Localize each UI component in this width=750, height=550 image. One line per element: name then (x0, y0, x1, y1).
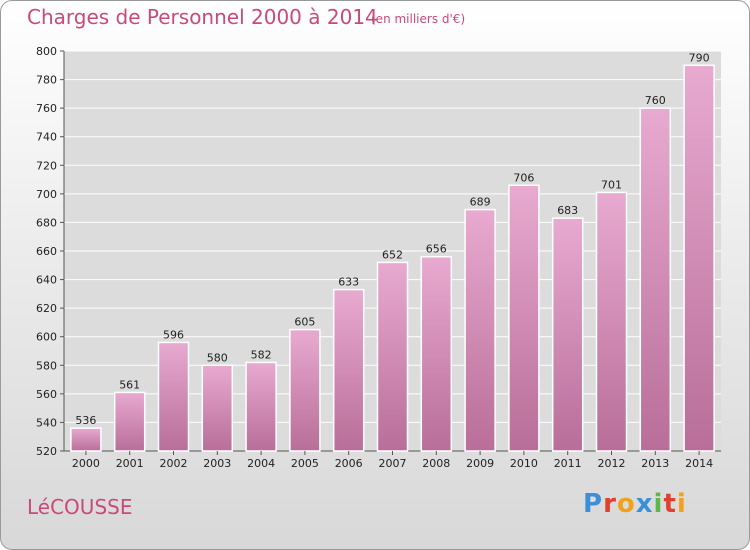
x-tick-label: 2003 (203, 457, 231, 470)
y-tick-label: 560 (36, 388, 57, 401)
bar-value-label: 656 (426, 243, 447, 256)
bar (332, 288, 365, 452)
y-tick-label: 660 (36, 245, 57, 258)
y-tick-label: 760 (36, 102, 57, 115)
bar-value-label: 536 (75, 414, 96, 427)
y-tick-label: 540 (36, 416, 57, 429)
logo-letter: i (653, 489, 664, 519)
x-tick-label: 2012 (598, 457, 626, 470)
bar-value-label: 580 (207, 351, 228, 364)
y-tick-label: 620 (36, 302, 57, 315)
logo-letter: r (603, 489, 617, 519)
logo-letter: o (616, 489, 636, 519)
x-tick-label: 2002 (160, 457, 188, 470)
y-tick-label: 740 (36, 131, 57, 144)
bar-value-label: 790 (689, 51, 710, 64)
y-tick-label: 580 (36, 359, 57, 372)
bar-value-label: 706 (513, 171, 534, 184)
y-tick-label: 700 (36, 188, 57, 201)
bar-value-label: 596 (163, 328, 184, 341)
logo-letter: i (676, 489, 687, 519)
x-tick-label: 2004 (247, 457, 275, 470)
y-tick-label: 520 (36, 445, 57, 458)
bar (420, 255, 453, 452)
bar (551, 217, 584, 452)
x-tick-label: 2005 (291, 457, 319, 470)
bar (683, 64, 715, 452)
x-tick-label: 2010 (510, 457, 538, 470)
chart-title: Charges de Personnel 2000 à 2014 (27, 5, 378, 29)
x-tick-label: 2011 (554, 457, 582, 470)
bar (157, 341, 190, 452)
bar (376, 261, 409, 452)
y-tick-label: 640 (36, 274, 57, 287)
bar (464, 208, 496, 452)
proxiti-logo: Proxiti (583, 489, 687, 519)
y-tick-label: 680 (36, 216, 57, 229)
bar (245, 361, 277, 452)
bar (639, 107, 672, 452)
x-tick-label: 2006 (335, 457, 363, 470)
bar (201, 364, 234, 452)
bar-value-label: 582 (251, 348, 272, 361)
bar (595, 191, 628, 452)
bar (508, 184, 540, 452)
bar (113, 391, 146, 452)
bar-value-label: 561 (119, 378, 140, 391)
x-tick-label: 2000 (72, 457, 100, 470)
x-tick-label: 2013 (641, 457, 669, 470)
x-tick-label: 2007 (379, 457, 407, 470)
x-tick-label: 2009 (466, 457, 494, 470)
bar-value-label: 689 (470, 196, 491, 209)
logo-letter: t (663, 489, 677, 519)
logo-letter: x (635, 489, 654, 519)
x-tick-label: 2001 (116, 457, 144, 470)
bar-value-label: 683 (557, 204, 578, 217)
x-tick-label: 2008 (422, 457, 450, 470)
logo-letter: P (583, 489, 604, 519)
y-tick-label: 800 (36, 45, 57, 58)
y-tick-label: 720 (36, 159, 57, 172)
commune-name: LéCOUSSE (27, 495, 133, 519)
y-tick-label: 600 (36, 331, 57, 344)
chart-subtitle: (en milliers d'€) (371, 12, 466, 26)
bar (70, 427, 102, 452)
bar-value-label: 633 (338, 276, 359, 289)
y-tick-label: 780 (36, 74, 57, 87)
bar-value-label: 701 (601, 178, 622, 191)
bar (289, 328, 321, 452)
bar-value-label: 760 (645, 94, 666, 107)
x-tick-label: 2014 (685, 457, 713, 470)
bar-value-label: 605 (294, 316, 315, 329)
bar-value-label: 652 (382, 248, 403, 261)
